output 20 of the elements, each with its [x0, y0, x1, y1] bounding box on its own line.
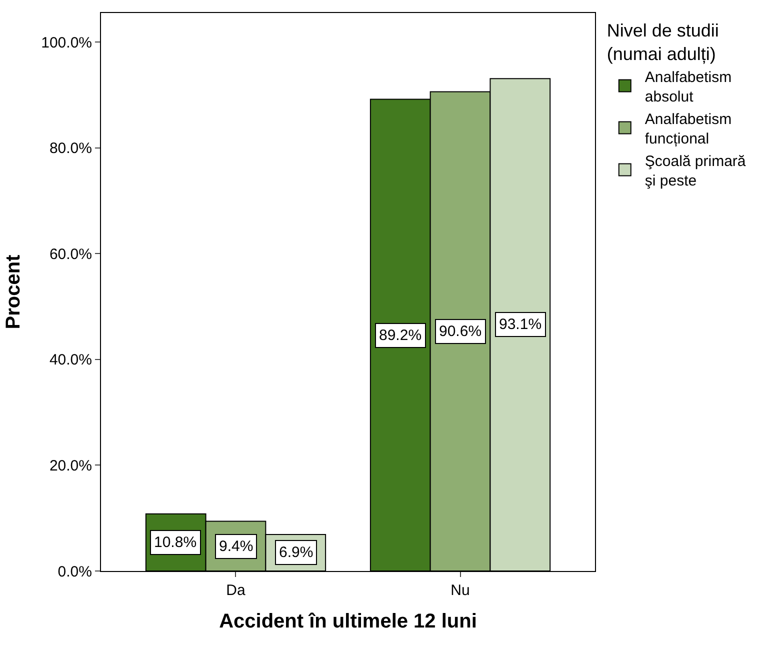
y-tick-label: 40.0%: [49, 352, 92, 369]
data-label: 90.6%: [439, 323, 482, 340]
legend-label: Şcoală primară şi peste: [644, 152, 746, 190]
y-tick-label: 100.0%: [41, 34, 92, 52]
data-label: 89.2%: [379, 327, 422, 344]
data-label: 6.9%: [279, 544, 314, 561]
data-label: 10.8%: [154, 534, 197, 551]
data-label: 9.4%: [219, 538, 254, 555]
y-tick-label: 0.0%: [58, 563, 92, 580]
x-tick-label: Nu: [450, 582, 470, 599]
legend-label: Analfabetism absolut: [644, 68, 732, 106]
x-axis-title: Accident în ultimele 12 luni: [219, 610, 477, 632]
y-tick-label: 80.0%: [49, 140, 92, 158]
legend-label: Analfabetism funcțional: [644, 110, 732, 148]
x-tick-label: Da: [226, 582, 246, 599]
data-label: 93.1%: [499, 316, 542, 333]
legend-title: Nivel de studii (numai adulți): [606, 20, 719, 64]
y-tick-label: 20.0%: [49, 457, 92, 474]
y-tick-label: 60.0%: [49, 246, 92, 263]
y-axis-title: Procent: [2, 254, 25, 330]
